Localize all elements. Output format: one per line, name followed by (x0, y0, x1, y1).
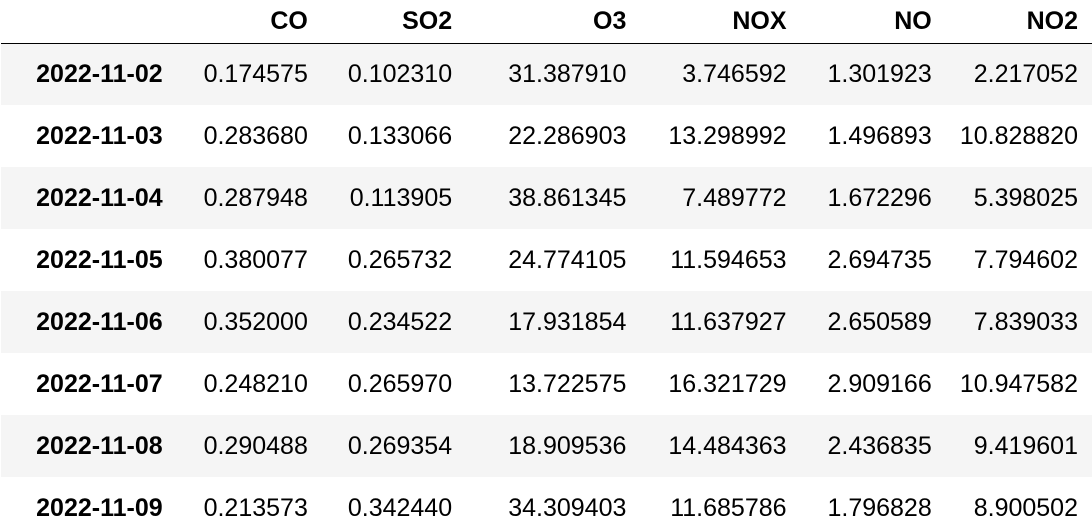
table-cell: 0.287948 (203, 183, 308, 212)
table-cell: 7.794602 (973, 245, 1078, 274)
table-cell: 0.265732 (347, 245, 453, 274)
table-header: CO SO2 O3 NOX NO NO2 (1, 0, 1092, 44)
table-cell: 1.672296 (827, 183, 932, 212)
table-cell: 14.484363 (668, 431, 787, 460)
table-cell: 11.637927 (670, 307, 787, 336)
table-cell: 5.398025 (973, 183, 1078, 212)
table-row: 2022-11-03 0.283680 0.133066 22.286903 13.29… (1, 105, 1092, 167)
table-cell: 1.301923 (827, 59, 932, 88)
row-index: 2022-11-04 (36, 183, 163, 212)
row-index: 2022-11-02 (36, 59, 163, 88)
table-cell: 0.380077 (203, 245, 308, 274)
table-cell: 11.594653 (670, 245, 787, 274)
table-cell: 24.774105 (508, 245, 627, 274)
table-cell: 18.909536 (508, 431, 627, 460)
table-cell: 17.931854 (508, 307, 627, 336)
table-cell: 0.213573 (203, 493, 308, 522)
column-header: NOX (640, 0, 801, 44)
table-cell: 13.722575 (508, 369, 627, 398)
table-cell: 9.419601 (973, 431, 1078, 460)
table-cell: 0.269354 (347, 431, 453, 460)
row-index: 2022-11-05 (36, 245, 163, 274)
row-index: 2022-11-06 (36, 307, 163, 336)
table-cell: 1.496893 (827, 121, 932, 150)
table-cell: 0.352000 (203, 307, 308, 336)
table-cell: 0.102310 (347, 59, 453, 88)
table-cell: 8.900502 (973, 493, 1078, 522)
table-cell: 0.290488 (203, 431, 308, 460)
table-row: 2022-11-05 0.380077 0.265732 24.774105 11.59… (1, 229, 1092, 291)
table-body: 2022-11-02 0.174575 0.102310 31.387910 3.746… (1, 43, 1092, 522)
table-cell: 2.909166 (827, 369, 932, 398)
table-cell: 13.298992 (668, 121, 787, 150)
table-row: 2022-11-02 0.174575 0.102310 31.387910 3.746… (1, 43, 1092, 105)
table-cell: 22.286903 (508, 121, 627, 150)
table-cell: 0.283680 (203, 121, 308, 150)
column-header: NO2 (945, 0, 1092, 44)
table-cell: 2.436835 (827, 431, 932, 460)
table-cell: 2.217052 (973, 59, 1078, 88)
table-row: 2022-11-08 0.290488 0.269354 18.909536 14.48… (1, 415, 1092, 477)
table-cell: 2.694735 (827, 245, 932, 274)
table-cell: 38.861345 (508, 183, 627, 212)
row-index: 2022-11-08 (36, 431, 163, 460)
table-cell: 0.174575 (203, 59, 308, 88)
table-cell: 34.309403 (508, 493, 627, 522)
table-cell: 0.342440 (347, 493, 453, 522)
row-index: 2022-11-09 (36, 493, 163, 522)
table-cell: 0.265970 (347, 369, 453, 398)
column-header: NO (800, 0, 946, 44)
table-row: 2022-11-09 0.213573 0.342440 34.309403 11.68… (1, 477, 1092, 522)
table-cell: 0.248210 (203, 369, 308, 398)
column-header: SO2 (321, 0, 467, 44)
row-index: 2022-11-07 (36, 369, 163, 398)
column-header: O3 (466, 0, 641, 44)
table-cell: 11.685786 (670, 493, 787, 522)
table-cell: 3.746592 (682, 59, 787, 88)
column-header: CO (176, 0, 322, 44)
table-cell: 16.321729 (668, 369, 787, 398)
table-cell: 2.650589 (827, 307, 932, 336)
table-cell: 10.828820 (959, 121, 1078, 150)
table-row: 2022-11-06 0.352000 0.234522 17.931854 11.63… (1, 291, 1092, 353)
table-cell: 10.947582 (959, 369, 1078, 398)
row-index: 2022-11-03 (36, 121, 163, 150)
table-row: 2022-11-07 0.248210 0.265970 13.722575 16.32… (1, 353, 1092, 415)
header-row: CO SO2 O3 NOX NO NO2 (1, 0, 1092, 44)
table-row: 2022-11-04 0.287948 0.113905 38.861345 7.489… (1, 167, 1092, 229)
table-cell: 0.113905 (349, 183, 453, 212)
table-cell: 0.133066 (347, 121, 453, 150)
table-cell: 0.234522 (347, 307, 453, 336)
index-header (1, 0, 177, 44)
table-cell: 7.839033 (973, 307, 1078, 336)
table-cell: 1.796828 (827, 493, 932, 522)
table-cell: 31.387910 (508, 59, 627, 88)
table-cell: 7.489772 (682, 183, 787, 212)
